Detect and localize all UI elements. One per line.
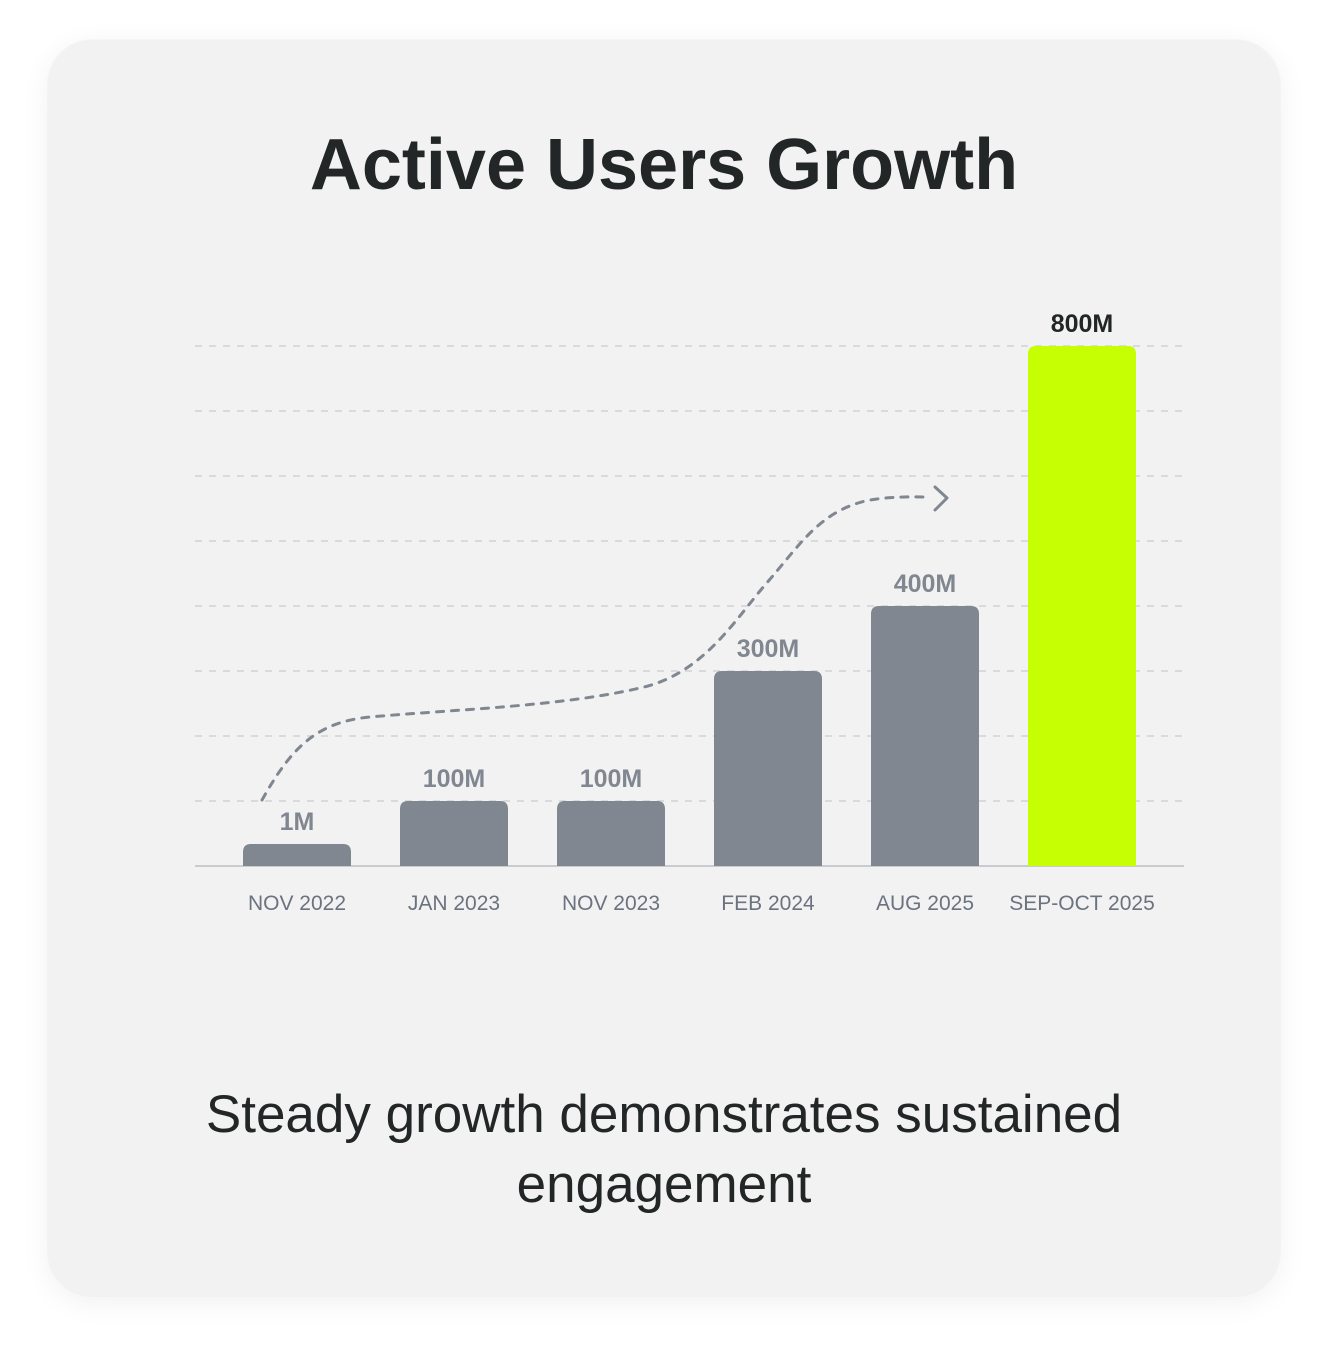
value-label: 100M <box>423 765 486 793</box>
x-tick-label: JAN 2023 <box>408 892 500 915</box>
value-label: 100M <box>580 765 643 793</box>
bar-3 <box>557 801 665 866</box>
bar-5 <box>871 606 979 866</box>
bar-4 <box>714 671 822 866</box>
x-tick-label: NOV 2022 <box>248 892 346 915</box>
x-tick-label: FEB 2024 <box>721 892 815 915</box>
x-tick-labels: NOV 2022 JAN 2023 NOV 2023 FEB 2024 AUG 2025… <box>248 892 1155 915</box>
chart-caption: Steady growth demonstrates sustained eng… <box>205 1085 1123 1214</box>
bar-2 <box>400 801 508 866</box>
x-tick-label: AUG 2025 <box>876 892 974 915</box>
value-label: 400M <box>894 570 957 598</box>
value-label: 300M <box>737 635 800 663</box>
x-tick-label: SEP-OCT 2025 <box>1009 892 1155 915</box>
trend-arrow <box>260 495 932 802</box>
bars <box>243 346 1136 866</box>
bar-6 <box>1028 346 1136 866</box>
value-label: 1M <box>280 808 315 836</box>
value-labels: 1M 100M 100M 300M 400M 800M <box>280 310 1114 836</box>
chart-title: Active Users Growth <box>309 125 1019 205</box>
gridlines <box>195 345 1184 802</box>
x-tick-label: NOV 2023 <box>562 892 660 915</box>
trend-arrow-head <box>933 485 949 512</box>
bar-1 <box>243 844 351 866</box>
value-label: 800M <box>1051 310 1114 338</box>
